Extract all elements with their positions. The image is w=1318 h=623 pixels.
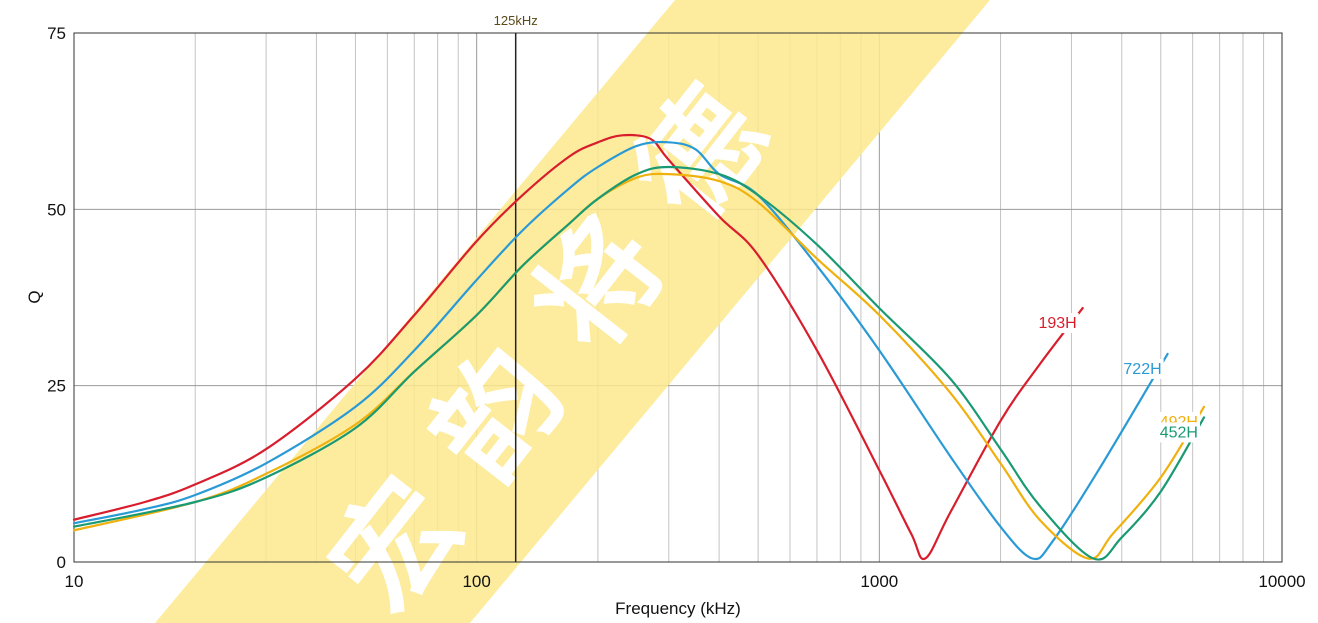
y-tick-label: 25 bbox=[47, 377, 66, 396]
y-tick-label: 0 bbox=[57, 553, 66, 572]
series-label-722H: 722H bbox=[1123, 361, 1161, 378]
series-line-193H bbox=[72, 133, 1084, 561]
series-label-193H: 193H bbox=[1038, 315, 1076, 332]
y-tick-label: 50 bbox=[47, 200, 66, 219]
tick-labels: 10 100 1000 10000 0 25 50 75 bbox=[47, 24, 1306, 591]
x-tick-label: 100 bbox=[462, 572, 490, 591]
watermark: 宏 韵 将 德 bbox=[155, 0, 990, 623]
x-axis-label: Frequency (kHz) bbox=[615, 599, 741, 618]
watermark-band bbox=[155, 0, 990, 623]
series-label-bg bbox=[1038, 313, 1079, 334]
series-line-492H bbox=[72, 172, 1206, 560]
x-tick-label: 10 bbox=[65, 572, 84, 591]
x-tick-label: 1000 bbox=[860, 572, 898, 591]
plot-frame bbox=[73, 32, 1283, 563]
y-axis-label: Q bbox=[25, 290, 44, 303]
x-tick-label: 10000 bbox=[1258, 572, 1305, 591]
series-label-bg bbox=[1159, 422, 1200, 443]
y-tick-label: 75 bbox=[47, 24, 66, 43]
series-label-452H: 452H bbox=[1160, 424, 1198, 441]
frequency-marker: 125kHz bbox=[494, 13, 538, 562]
series-line-722H bbox=[72, 140, 1169, 561]
series-label-bg bbox=[1123, 358, 1164, 379]
marker-label: 125kHz bbox=[494, 13, 538, 28]
series-line-452H bbox=[72, 165, 1206, 561]
series-lines bbox=[72, 133, 1206, 561]
